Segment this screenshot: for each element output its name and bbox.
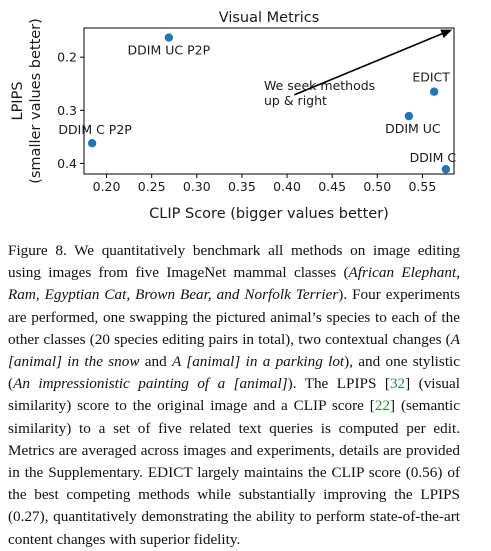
y-tick-label: 0.2	[57, 50, 77, 65]
data-point	[441, 165, 451, 174]
point-label: DDIM UC	[385, 121, 441, 136]
caption-text: Figure 8. We quantitatively benchmark al…	[8, 242, 460, 282]
plot-area	[83, 27, 455, 175]
scatter-chart: Visual Metrics CLIP Score (bigger values…	[0, 0, 491, 240]
x-tick-label: 0.55	[408, 179, 436, 194]
data-point	[87, 139, 97, 148]
caption-text: ). Four experiments are performed, one s…	[8, 286, 460, 348]
caption-text: ] (semantic similarity) to a set of five…	[8, 397, 460, 548]
point-label: DDIM UC P2P	[128, 43, 211, 58]
point-label: DDIM C P2P	[58, 122, 132, 137]
caption-italic: African Elephant, Ram, Egyptian Cat, Bro…	[8, 264, 460, 304]
citation-link[interactable]: 32	[389, 375, 406, 393]
point-label: EDICT	[412, 70, 450, 85]
data-point	[164, 33, 174, 42]
y-axis-label-sub: (smaller values better)	[28, 18, 44, 184]
annotation-arrow-head	[440, 29, 453, 38]
y-tick-label: 0.4	[57, 156, 77, 171]
caption-italic: An impressionistic painting of a [animal…	[13, 375, 288, 393]
caption-text: and	[139, 353, 172, 371]
point-label: DDIM C	[410, 150, 457, 165]
caption-text: ). The LPIPS [	[287, 375, 390, 393]
data-points: DDIM UC P2P EDICT DDIM UC DDIM C P2P DDIM C	[58, 33, 457, 174]
x-tick-label: 0.25	[138, 179, 166, 194]
data-point	[404, 111, 414, 121]
x-tick-label: 0.30	[183, 179, 211, 194]
caption-text: ), and one stylistic (	[8, 353, 460, 393]
x-tick-label: 0.20	[93, 179, 121, 194]
caption-italic: A [animal] in the snow	[8, 330, 460, 371]
chart-canvas: Visual Metrics CLIP Score (bigger values…	[10, 10, 457, 222]
annotation-text: We seek methods	[264, 78, 375, 93]
chart-title: Visual Metrics	[219, 10, 320, 26]
citation-link[interactable]: 22	[374, 397, 391, 415]
caption-italic: A [animal] in a parking lot	[172, 353, 345, 371]
x-tick-label: 0.40	[273, 179, 301, 194]
x-tick-label: 0.50	[363, 179, 391, 194]
figure-caption: Figure 8. We quantitatively benchmark al…	[8, 240, 460, 551]
x-axis-label: CLIP Score (bigger values better)	[149, 206, 389, 222]
x-tick-label: 0.45	[318, 179, 346, 194]
y-tick-label: 0.3	[57, 103, 77, 118]
annotation-arrow-shaft	[293, 33, 443, 96]
x-tick-label: 0.35	[228, 179, 256, 194]
data-point	[429, 87, 439, 96]
caption-text: ] (visual similarity) score to the origi…	[8, 375, 460, 415]
y-axis-label-main: LPIPS	[10, 81, 26, 120]
axis-ticks: 0.20 0.25 0.30 0.35 0.40 0.45 0.50 0.55 0.2 0.3 0.…	[57, 50, 436, 194]
annotation-text: up & right	[264, 93, 327, 108]
